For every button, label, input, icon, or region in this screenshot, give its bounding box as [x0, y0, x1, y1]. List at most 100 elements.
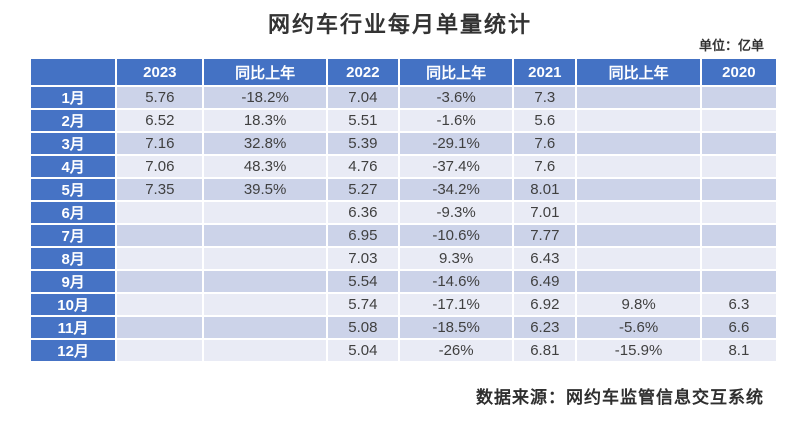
table-cell: -17.1% [399, 294, 513, 315]
table-cell: 9.3% [399, 248, 513, 269]
table-cell [204, 248, 326, 269]
row-header-month: 10月 [31, 294, 116, 315]
table-cell: -34.2% [399, 179, 513, 200]
stats-table: 2023 同比上年 2022 同比上年 2021 同比上年 2020 1月 5.76 -18.2… [29, 57, 778, 363]
table-cell: 5.51 [327, 110, 398, 131]
table-cell [701, 248, 776, 269]
table-cell: 6.81 [514, 340, 576, 361]
table-cell: -1.6% [399, 110, 513, 131]
table-cell [117, 248, 203, 269]
table-cell [577, 133, 700, 154]
row-header-month: 12月 [31, 340, 116, 361]
table-cell: 6.43 [514, 248, 576, 269]
table-cell: 4.76 [327, 156, 398, 177]
table-cell [204, 340, 326, 361]
row-header-month: 5月 [31, 179, 116, 200]
table-cell: 5.27 [327, 179, 398, 200]
table-cell: 9.8% [577, 294, 700, 315]
table-cell [701, 202, 776, 223]
table-cell: 18.3% [204, 110, 326, 131]
table-cell: -29.1% [399, 133, 513, 154]
row-header-month: 3月 [31, 133, 116, 154]
table-row: 8月 7.03 9.3% 6.43 [31, 248, 776, 269]
table-cell [701, 271, 776, 292]
table-row: 10月 5.74 -17.1% 6.92 9.8% 6.3 [31, 294, 776, 315]
table-cell: 7.01 [514, 202, 576, 223]
table-cell: -26% [399, 340, 513, 361]
table-cell [577, 202, 700, 223]
table-cell [204, 317, 326, 338]
table-cell: 6.52 [117, 110, 203, 131]
column-header: 2020 [701, 59, 776, 85]
table-cell [117, 225, 203, 246]
table-cell: 6.49 [514, 271, 576, 292]
column-header: 同比上年 [204, 59, 326, 85]
table-cell [577, 225, 700, 246]
table-cell: 7.35 [117, 179, 203, 200]
table-cell [701, 110, 776, 131]
table-cell: -9.3% [399, 202, 513, 223]
table-cell: 39.5% [204, 179, 326, 200]
table-cell: 5.74 [327, 294, 398, 315]
table-row: 1月 5.76 -18.2% 7.04 -3.6% 7.3 [31, 87, 776, 108]
table-cell [204, 225, 326, 246]
table-cell: 8.1 [701, 340, 776, 361]
page-title: 网约车行业每月单量统计 [267, 12, 532, 38]
table-cell: 6.92 [514, 294, 576, 315]
table-cell: 5.08 [327, 317, 398, 338]
table-cell [117, 202, 203, 223]
table-cell [117, 317, 203, 338]
table-cell [204, 271, 326, 292]
table-row: 2月 6.52 18.3% 5.51 -1.6% 5.6 [31, 110, 776, 131]
table-cell [701, 156, 776, 177]
column-header: 2022 [327, 59, 398, 85]
table-row: 6月 6.36 -9.3% 7.01 [31, 202, 776, 223]
table-cell: 6.36 [327, 202, 398, 223]
data-source-label: 数据来源：网约车监管信息交互系统 [476, 388, 764, 408]
table-body: 1月 5.76 -18.2% 7.04 -3.6% 7.3 2月 6.52 18.3% 5.51-… [31, 87, 776, 361]
table-cell: 7.06 [117, 156, 203, 177]
row-header-month: 7月 [31, 225, 116, 246]
column-header: 同比上年 [577, 59, 700, 85]
table-cell [577, 179, 700, 200]
table-cell: -10.6% [399, 225, 513, 246]
table-cell [577, 271, 700, 292]
table-cell [701, 133, 776, 154]
table-cell: 5.76 [117, 87, 203, 108]
row-header-month: 8月 [31, 248, 116, 269]
table-cell: 5.54 [327, 271, 398, 292]
table-cell: -14.6% [399, 271, 513, 292]
table-row: 3月 7.16 32.8% 5.39 -29.1% 7.6 [31, 133, 776, 154]
table-cell [204, 294, 326, 315]
row-header-month: 2月 [31, 110, 116, 131]
table-cell [577, 156, 700, 177]
table-cell [701, 179, 776, 200]
table-cell: 32.8% [204, 133, 326, 154]
row-header-month: 1月 [31, 87, 116, 108]
table-cell: 48.3% [204, 156, 326, 177]
table-cell: -15.9% [577, 340, 700, 361]
table-row: 5月 7.35 39.5% 5.27 -34.2% 8.01 [31, 179, 776, 200]
table-cell [577, 248, 700, 269]
table-cell: 6.95 [327, 225, 398, 246]
table-row: 12月 5.04 -26% 6.81 -15.9% 8.1 [31, 340, 776, 361]
table-cell: 7.3 [514, 87, 576, 108]
table-cell: 6.23 [514, 317, 576, 338]
corner-header-cell [31, 59, 116, 85]
table-cell: 7.6 [514, 133, 576, 154]
table-cell: -3.6% [399, 87, 513, 108]
table-cell [117, 340, 203, 361]
table-cell: 5.6 [514, 110, 576, 131]
column-header: 2021 [514, 59, 576, 85]
table-row: 7月 6.95 -10.6% 7.77 [31, 225, 776, 246]
table-cell: 7.16 [117, 133, 203, 154]
table-cell [117, 271, 203, 292]
table-cell [701, 87, 776, 108]
unit-label: 单位：亿单 [698, 39, 764, 54]
table-row: 9月 5.54 -14.6% 6.49 [31, 271, 776, 292]
header-row: 2023 同比上年 2022 同比上年 2021 同比上年 2020 [31, 59, 776, 85]
table-cell [577, 87, 700, 108]
table-cell: 5.04 [327, 340, 398, 361]
row-header-month: 9月 [31, 271, 116, 292]
